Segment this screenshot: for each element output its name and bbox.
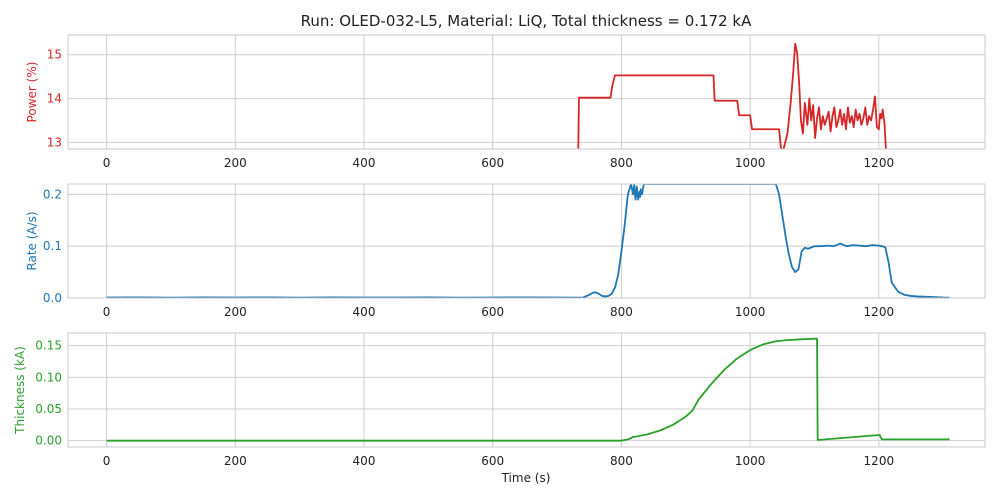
- rate-y-axis-label: Rate (A/s): [25, 211, 39, 270]
- rate-x-tick-label: 1200: [864, 305, 895, 319]
- power-x-tick-label: 800: [610, 156, 633, 170]
- power-x-tick-label: 600: [481, 156, 504, 170]
- thickness-x-tick-label: 0: [103, 454, 111, 468]
- chart-title: Run: OLED-032-L5, Material: LiQ, Total t…: [301, 12, 752, 30]
- power-x-tick-label: 1200: [864, 156, 895, 170]
- thickness-series-line: [106, 337, 950, 442]
- thickness-y-tick-label: 0.05: [35, 402, 62, 416]
- thickness-x-tick-label: 800: [610, 454, 633, 468]
- rate-x-tick-label: 200: [224, 305, 247, 319]
- power-x-tick-label: 0: [103, 156, 111, 170]
- power-y-tick-label: 15: [47, 48, 62, 62]
- rate-x-tick-label: 600: [481, 305, 504, 319]
- thickness-x-tick-label: 1200: [864, 454, 895, 468]
- rate-x-tick-label: 0: [103, 305, 111, 319]
- rate-x-tick-label: 1000: [735, 305, 766, 319]
- power-x-tick-label: 200: [224, 156, 247, 170]
- rate-x-tick-label: 800: [610, 305, 633, 319]
- rate-y-tick-label: 0.0: [43, 291, 62, 305]
- rate-axes-frame: [67, 183, 986, 299]
- power-x-tick-label: 1000: [735, 156, 766, 170]
- thickness-x-tick-label: 1000: [735, 454, 766, 468]
- power-x-tick-label: 400: [353, 156, 376, 170]
- power-y-axis-label: Power (%): [25, 62, 39, 123]
- thickness-y-tick-label: 0.15: [35, 339, 62, 353]
- thickness-y-axis-label: Thickness (kA): [13, 346, 27, 435]
- rate-y-tick-label: 0.2: [43, 187, 62, 201]
- power-y-tick-label: 14: [47, 92, 62, 106]
- thickness-x-tick-label: 200: [224, 454, 247, 468]
- thickness-panel: 0 200 400 600 800 1000 1200 0.00 0.05 0.10 0.15 Thi…: [13, 332, 986, 468]
- power-y-tick-label: 13: [47, 135, 62, 149]
- thickness-x-tick-label: 400: [353, 454, 376, 468]
- power-axes-frame: [67, 34, 986, 150]
- rate-y-tick-label: 0.1: [43, 239, 62, 253]
- thickness-y-tick-label: 0.10: [35, 370, 62, 384]
- rate-series-line: [106, 184, 950, 298]
- rate-x-tick-label: 400: [353, 305, 376, 319]
- rate-panel: 0 200 400 600 800 1000 1200 0.0 0.1 0.2 Rate (A/s): [25, 183, 986, 319]
- thickness-axes-frame: [67, 332, 986, 448]
- x-axis-label: Time (s): [501, 471, 551, 485]
- thickness-y-tick-label: 0.00: [35, 434, 62, 448]
- thickness-x-tick-label: 600: [481, 454, 504, 468]
- power-series-line: [577, 42, 887, 149]
- power-panel: 0 200 400 600 800 1000 1200 13 14 15 Power (%): [25, 34, 986, 170]
